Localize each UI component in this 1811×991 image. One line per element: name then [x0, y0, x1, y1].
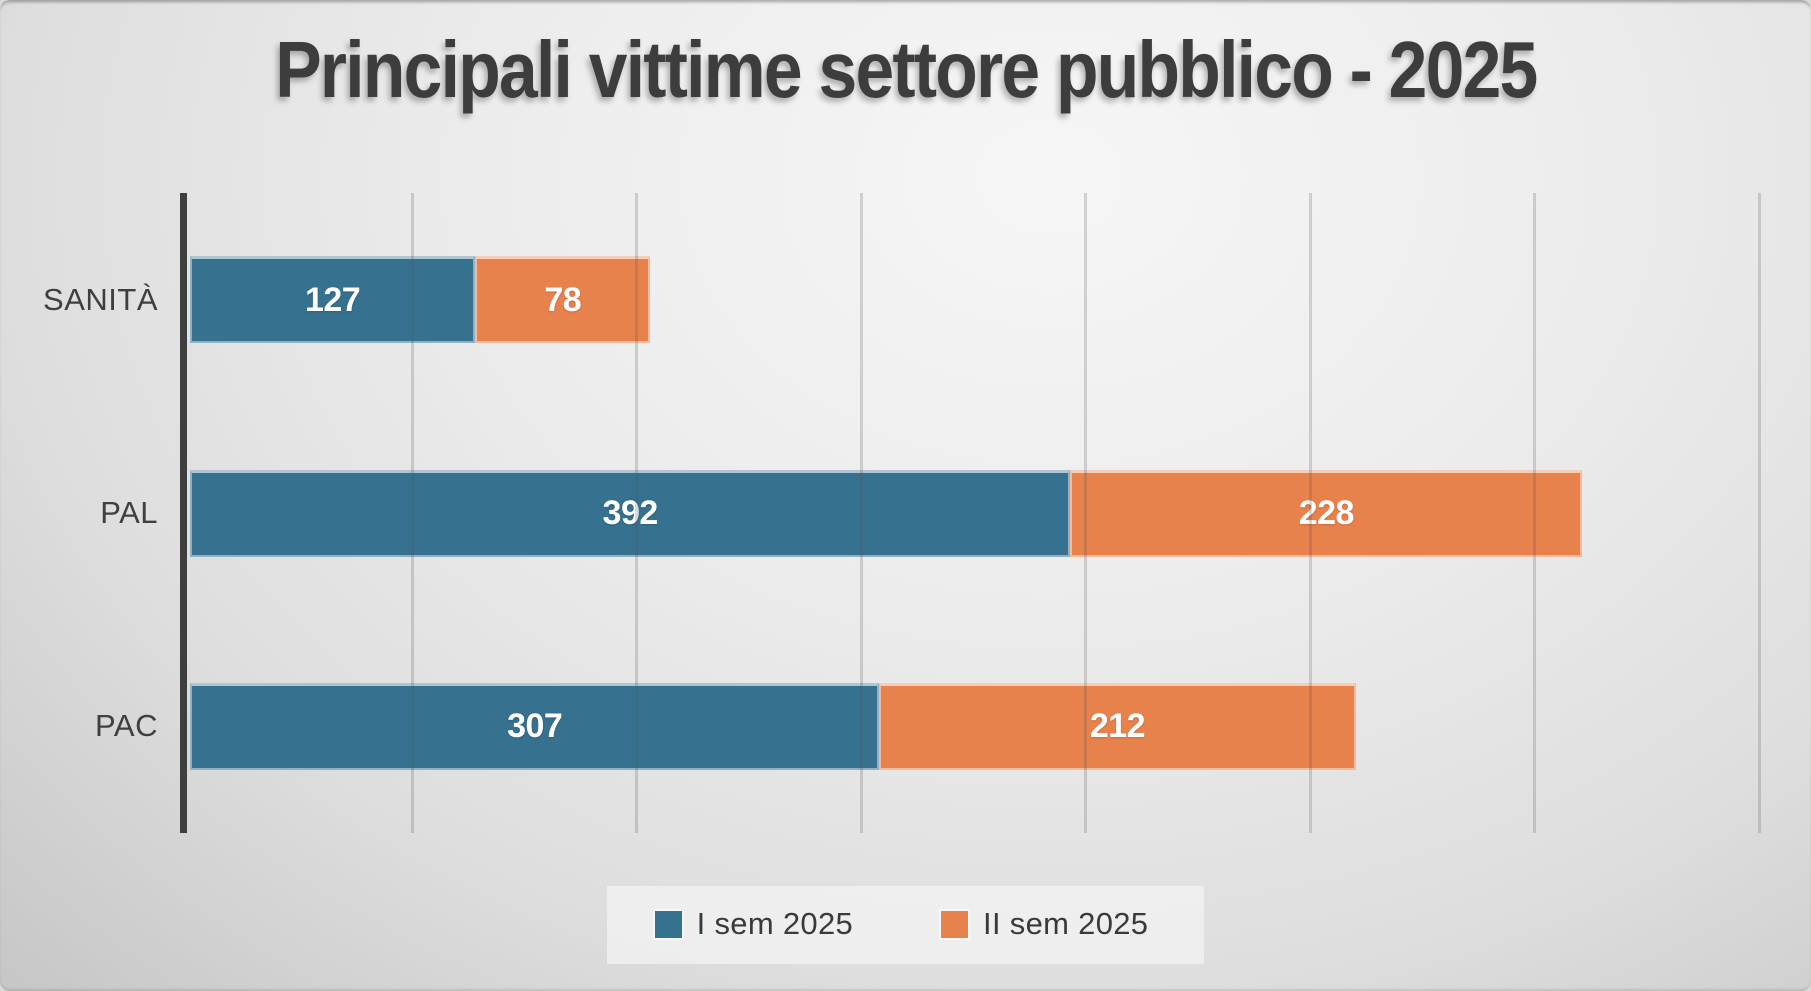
legend-item-i-sem: I sem 2025 [654, 906, 854, 942]
title-area: Principali vittime settore pubblico - 20… [0, 26, 1811, 114]
bar-segment: 127 [190, 256, 476, 344]
chart-title: Principali vittime settore pubblico - 20… [274, 25, 1538, 114]
bar-value-label: 307 [507, 707, 563, 746]
gridline [1308, 193, 1312, 833]
legend-label-i-sem: I sem 2025 [696, 906, 854, 941]
gridline [1758, 193, 1761, 833]
legend-swatch-i-sem-icon [654, 910, 682, 938]
gridline [1084, 193, 1088, 833]
bar-value-label: 392 [602, 494, 659, 532]
bar-segment: 212 [879, 682, 1356, 770]
bar-segment: 228 [1070, 469, 1583, 557]
category-label: PAC [95, 708, 158, 744]
category-label: SANITÀ [43, 281, 158, 317]
legend-area: I sem 2025 II sem 2025 [0, 886, 1811, 964]
legend-item-ii-sem: II sem 2025 [941, 906, 1148, 942]
gridline [635, 193, 639, 833]
bar-row: 127 78 [190, 256, 651, 344]
bar-value-label: 78 [544, 280, 582, 319]
bar-value-label: 127 [304, 280, 361, 319]
legend-label-ii-sem: II sem 2025 [983, 906, 1149, 941]
y-axis-line [180, 193, 187, 833]
category-label: PAL [100, 495, 158, 530]
bar-segment: 307 [190, 682, 880, 770]
plot-area: SANITÀ 127 78 PAL 392 228 PAC 307 212 [43, 193, 1761, 833]
legend-swatch-ii-sem-icon [941, 910, 969, 938]
gridline [1533, 193, 1537, 833]
legend: I sem 2025 II sem 2025 [606, 886, 1205, 964]
bar-segment: 392 [190, 469, 1071, 557]
gridline [859, 193, 863, 833]
bar-value-label: 228 [1298, 494, 1355, 532]
bar-row: 392 228 [190, 469, 1583, 557]
gridline [410, 193, 414, 833]
bar-row: 307 212 [190, 682, 1356, 770]
bar-value-label: 212 [1089, 707, 1146, 746]
bar-segment: 78 [475, 256, 651, 344]
